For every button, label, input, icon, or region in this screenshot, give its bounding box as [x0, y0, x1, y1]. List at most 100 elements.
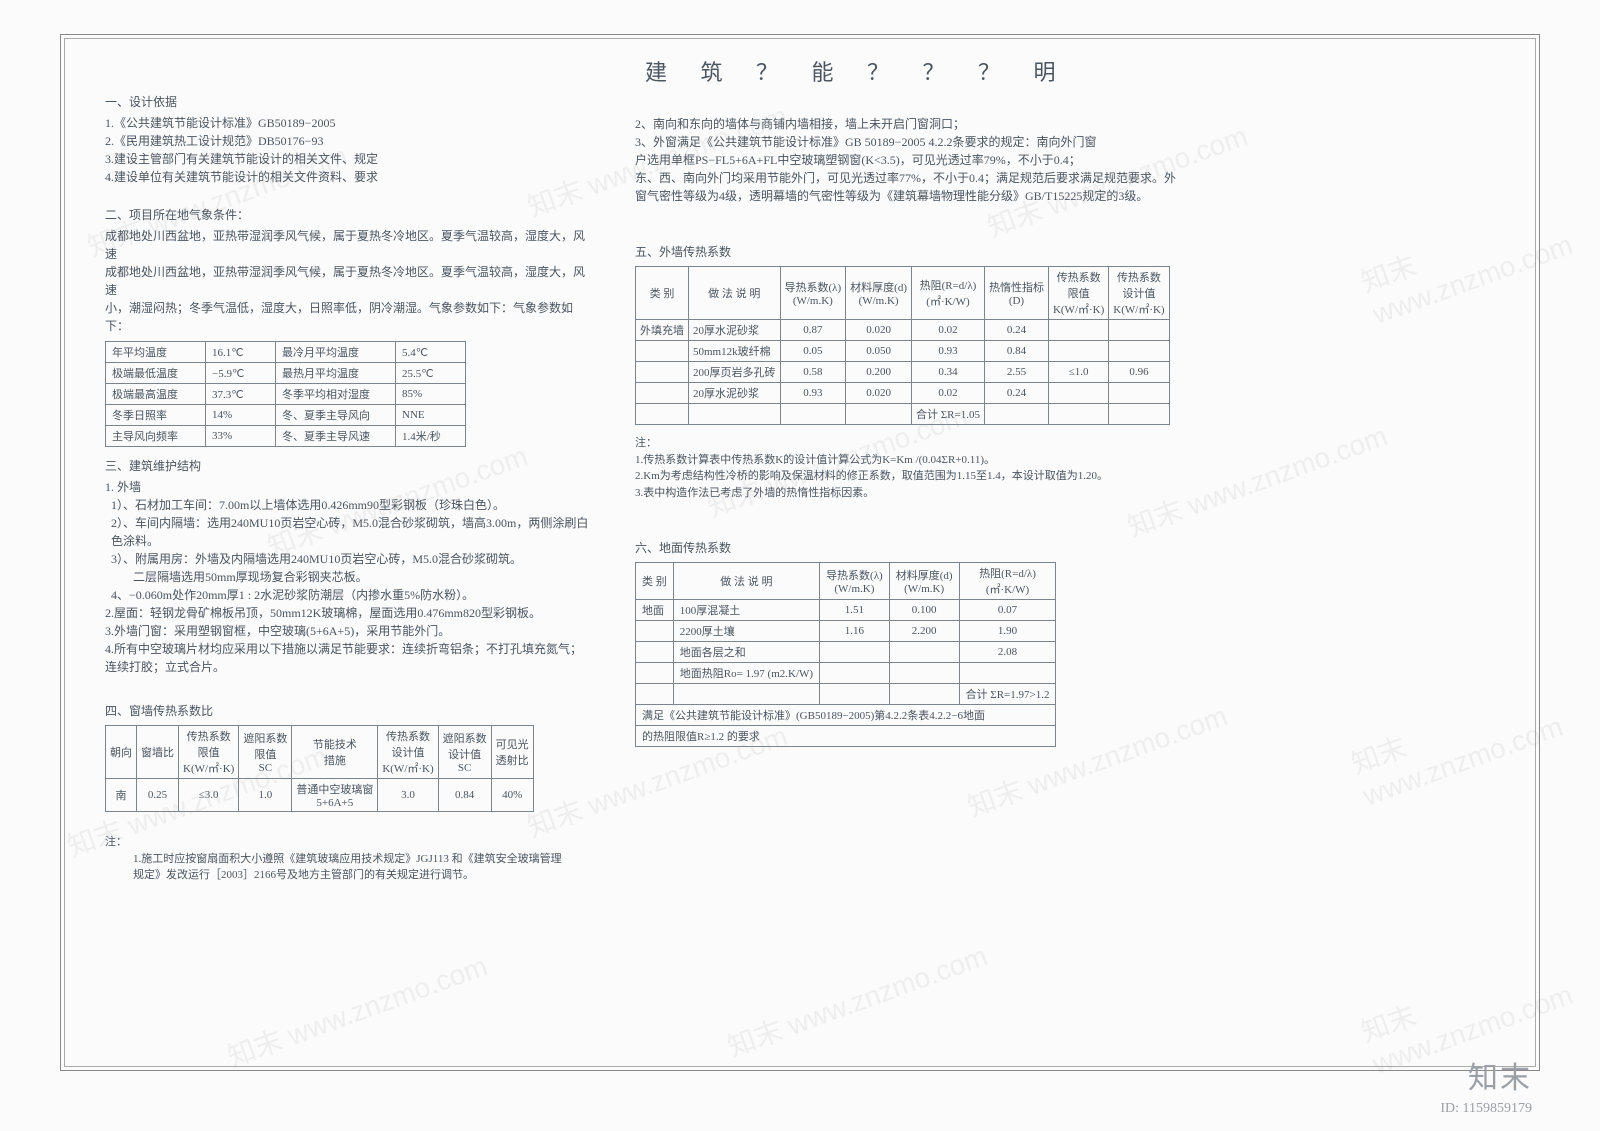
s1-head: 一、设计依据 [105, 93, 595, 110]
r4: 东、西、南向外门均采用节能外门，可见光透过率77%，不小于0.4；满足规范后要求… [635, 169, 1355, 187]
climate-cell: 最冷月平均温度 [276, 342, 396, 363]
window-cell: ≤3.0 [179, 779, 239, 812]
wall-cell [1048, 320, 1108, 341]
floor-cell: 1.51 [820, 600, 890, 621]
page: 一、设计依据 1.《公共建筑节能设计标准》GB50189−2005 2.《民用建… [0, 0, 1600, 1131]
wall-cell [1109, 320, 1169, 341]
floor-cell: 2200厚土壤 [673, 621, 819, 642]
climate-cell: 极端最高温度 [106, 384, 206, 405]
window-cell: 40% [491, 779, 533, 812]
page-title: 建 筑 ？ 能 ？ ？ ？ 明 [635, 55, 1355, 87]
floor-cell: 0.07 [959, 600, 1056, 621]
r2: 3、外窗满足《公共建筑节能设计标准》GB 50189−2005 4.2.2条要求… [635, 133, 1355, 151]
wall-cell: 0.87 [780, 320, 846, 341]
wall-cell [1109, 341, 1169, 362]
wall-cell: 外填充墙 [636, 320, 689, 341]
floor-cell: 100厚混凝土 [673, 600, 819, 621]
s2-head: 二、项目所在地气象条件： [105, 206, 595, 223]
floor-cell [820, 684, 890, 705]
right-column: 建 筑 ？ 能 ？ ？ ？ 明 2、南向和东向的墙体与商铺内墙相接，墙上未开启门… [635, 55, 1355, 757]
window-cell: 0.84 [438, 779, 491, 812]
wall-cell: 0.02 [912, 320, 985, 341]
window-cell: 0.25 [137, 779, 179, 812]
s5-n2: 2.Km为考虑结构性冷桥的影响及保温材料的修正系数，取值范围为1.15至1.4，… [635, 468, 1355, 485]
s4-note-h: 注： [105, 834, 595, 851]
wall-cell: 200厚页岩多孔砖 [689, 362, 781, 383]
logo-id: ID: 1159859179 [1440, 1101, 1532, 1117]
floor-cell: 合计 ΣR=1.97>1.2 [959, 684, 1056, 705]
s3-5: 连续打胶；立式合片。 [105, 658, 595, 676]
climate-cell: 14% [206, 405, 276, 426]
wall-cell: 0.84 [984, 341, 1048, 362]
climate-cell: 极端最低温度 [106, 363, 206, 384]
wall-header: 做 法 说 明 [689, 267, 781, 320]
wall-cell: 0.020 [846, 320, 912, 341]
left-column: 一、设计依据 1.《公共建筑节能设计标准》GB50189−2005 2.《民用建… [105, 85, 595, 884]
wall-cell: 20厚水泥砂浆 [689, 320, 781, 341]
wall-cell [1048, 404, 1108, 425]
r1: 2、南向和东向的墙体与商铺内墙相接，墙上未开启门窗洞口； [635, 115, 1355, 133]
s4-note1: 1.施工时应按窗扇面积大小遵照《建筑玻璃应用技术规定》JGJ113 和《建筑安全… [105, 851, 595, 868]
floor-cell: 1.16 [820, 621, 890, 642]
s4-head: 四、窗墙传热系数比 [105, 702, 595, 719]
floor-footer: 的热阻限值R≥1.2 的要求 [636, 726, 1056, 747]
climate-cell: 主导风向频率 [106, 426, 206, 447]
wall-table: 类 别做 法 说 明导热系数(λ)(W/m.K)材料厚度(d)(W/m.K)热阻… [635, 266, 1170, 425]
window-cell: 普通中空玻璃窗5+6A+5 [292, 779, 378, 812]
s3-4: 4.所有中空玻璃片材均应采用以下措施以满足节能要求：连续折弯铝条；不打孔填充氮气… [105, 640, 595, 658]
floor-cell: 0.100 [889, 600, 959, 621]
window-cell: 1.0 [239, 779, 292, 812]
wall-cell: 合计 ΣR=1.05 [912, 404, 985, 425]
floor-cell [636, 684, 674, 705]
wall-cell [846, 404, 912, 425]
floor-cell [889, 642, 959, 663]
wall-header: 热惰性指标(D) [984, 267, 1048, 320]
wall-cell: 0.050 [846, 341, 912, 362]
window-header: 遮阳系数限值SC [239, 726, 292, 779]
wall-cell [689, 404, 781, 425]
floor-cell: 1.90 [959, 621, 1056, 642]
s5-n3: 3.表中构造作法已考虑了外墙的热惰性指标因素。 [635, 485, 1355, 502]
wall-cell: 0.58 [780, 362, 846, 383]
wall-cell [636, 383, 689, 404]
wall-cell: 0.020 [846, 383, 912, 404]
wall-cell: 0.24 [984, 320, 1048, 341]
wall-cell [636, 362, 689, 383]
s5-n1: 1.传热系数计算表中传热系数K的设计值计算公式为K=Km /(0.04ΣR+0.… [635, 452, 1355, 469]
logo-text: 知末 [1468, 1053, 1532, 1097]
wall-cell: 20厚水泥砂浆 [689, 383, 781, 404]
floor-table: 类 别做 法 说 明导热系数(λ)(W/m.K)材料厚度(d)(W/m.K)热阻… [635, 562, 1056, 747]
window-header: 节能技术措施 [292, 726, 378, 779]
s1-3: 3.建设主管部门有关建筑节能设计的相关文件、规定 [105, 150, 595, 168]
floor-header: 类 别 [636, 563, 674, 600]
wall-header: 热阻(R=d/λ)(㎡·K/W) [912, 267, 985, 320]
wall-cell: 0.05 [780, 341, 846, 362]
climate-cell: 冬季日照率 [106, 405, 206, 426]
floor-cell [959, 663, 1056, 684]
s3-3: 3.外墙门窗：采用塑钢窗框，中空玻璃(5+6A+5)，采用节能外门。 [105, 622, 595, 640]
wall-cell: 0.200 [846, 362, 912, 383]
climate-cell: 年平均温度 [106, 342, 206, 363]
wall-cell [1109, 404, 1169, 425]
climate-cell: −5.9℃ [206, 363, 276, 384]
wall-cell: 2.55 [984, 362, 1048, 383]
s3-1c: 3）、附属用房：外墙及内隔墙选用240MU10页岩空心砖，M5.0混合砂浆砌筑。 [105, 550, 595, 568]
wall-cell: 0.34 [912, 362, 985, 383]
wall-cell: 0.93 [912, 341, 985, 362]
wall-cell [636, 341, 689, 362]
window-header: 可见光透射比 [491, 726, 533, 779]
floor-header: 材料厚度(d)(W/m.K) [889, 563, 959, 600]
window-cell: 3.0 [378, 779, 438, 812]
floor-cell: 地面热阻Ro= 1.97 (m2.K/W) [673, 663, 819, 684]
wall-header: 传热系数限值K(W/㎡·K) [1048, 267, 1108, 320]
floor-header: 导热系数(λ)(W/m.K) [820, 563, 890, 600]
wall-cell: 0.24 [984, 383, 1048, 404]
s6-head: 六、地面传热系数 [635, 539, 1355, 556]
s5-head: 五、外墙传热系数 [635, 243, 1355, 260]
floor-header: 热阻(R=d/λ)(㎡·K/W) [959, 563, 1056, 600]
s2-2: 成都地处川西盆地，亚热带湿润季风气候，属于夏热冬冷地区。夏季气温较高，湿度大，风… [105, 263, 595, 299]
floor-header: 做 法 说 明 [673, 563, 819, 600]
wall-cell [1048, 383, 1108, 404]
floor-cell [820, 663, 890, 684]
window-header: 传热系数限值K(W/㎡·K) [179, 726, 239, 779]
